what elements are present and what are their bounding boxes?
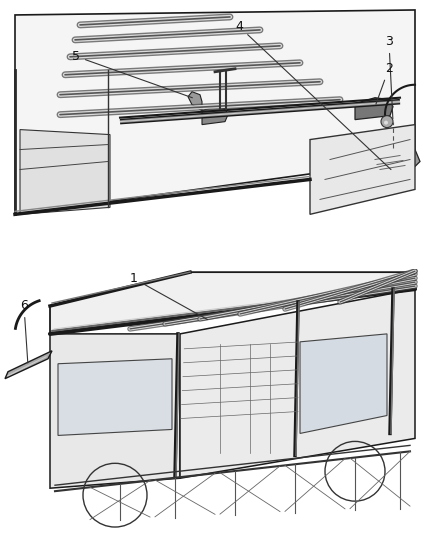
Polygon shape	[15, 10, 415, 214]
Polygon shape	[300, 334, 387, 433]
Text: 2: 2	[376, 62, 393, 104]
Polygon shape	[58, 359, 172, 435]
Polygon shape	[50, 272, 415, 334]
Polygon shape	[20, 130, 110, 214]
Polygon shape	[180, 289, 415, 478]
Text: 5: 5	[72, 50, 192, 98]
Polygon shape	[202, 107, 228, 125]
Polygon shape	[310, 125, 415, 214]
Text: 3: 3	[385, 35, 393, 119]
Circle shape	[384, 120, 388, 125]
Polygon shape	[5, 351, 52, 378]
Polygon shape	[188, 92, 202, 111]
Polygon shape	[50, 334, 180, 488]
Text: 6: 6	[20, 299, 28, 363]
Text: 1: 1	[130, 272, 208, 320]
Polygon shape	[365, 147, 420, 176]
Circle shape	[381, 116, 393, 127]
Text: 4: 4	[235, 20, 391, 169]
Polygon shape	[355, 98, 393, 119]
